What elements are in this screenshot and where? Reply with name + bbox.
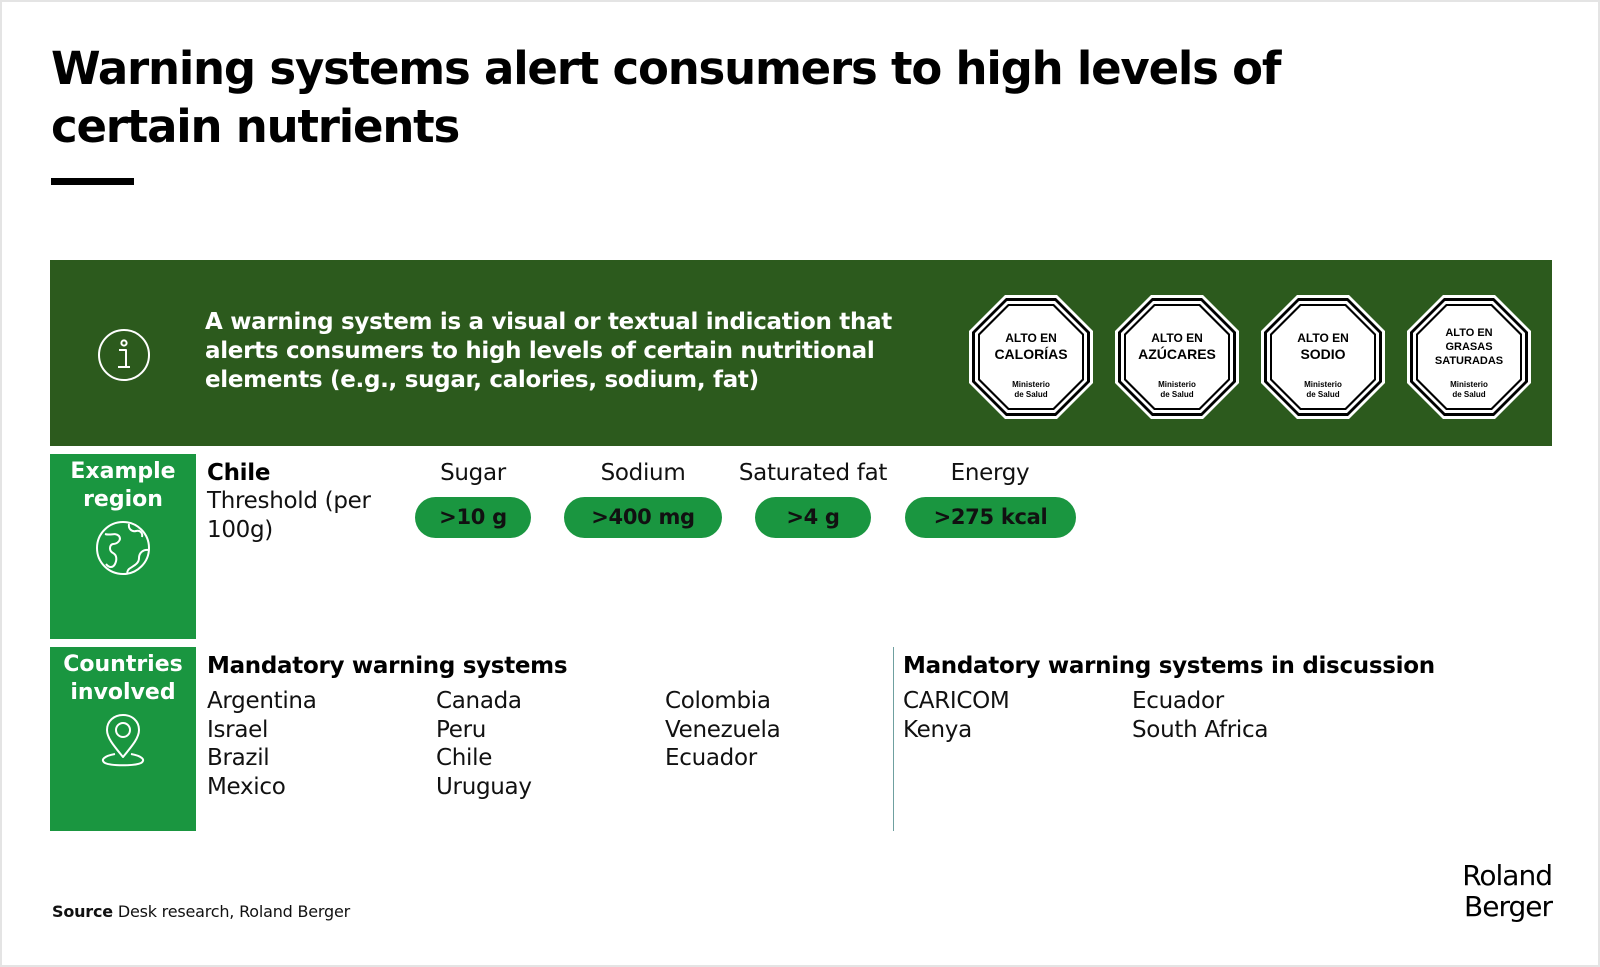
example-country-name: Chile bbox=[207, 460, 271, 486]
country-item: Uruguay bbox=[436, 773, 532, 800]
label-ministry-line-2: de Salud bbox=[1014, 390, 1047, 399]
alto-en-azucares-label-icon: ALTO EN AZÚCARES Ministerio de Salud bbox=[1115, 295, 1239, 419]
country-item: Canada bbox=[436, 688, 522, 714]
label-ministry-line-1: Ministerio bbox=[1012, 380, 1050, 389]
countries-involved-box: Countries involved bbox=[50, 647, 196, 831]
country-item: CARICOM bbox=[903, 688, 1010, 714]
nutrient-name-sodium: Sodium bbox=[600, 460, 686, 486]
nutrient-name-energy: Energy bbox=[950, 460, 1030, 486]
alto-en-grasas-saturadas-label-icon: ALTO EN GRASAS SATURADAS Ministerio de S… bbox=[1407, 295, 1531, 419]
source-label: Source bbox=[52, 902, 113, 921]
source-note: Source Desk research, Roland Berger bbox=[52, 902, 350, 921]
mandatory-countries-column-3: Colombia Venezuela Ecuador bbox=[665, 687, 781, 773]
mandatory-countries-column-2: Canada Peru Chile Uruguay bbox=[436, 687, 532, 801]
label-line-2: CALORÍAS bbox=[994, 346, 1067, 362]
title-underline bbox=[51, 178, 134, 185]
countries-involved-label: Countries involved bbox=[63, 652, 183, 705]
country-item: Venezuela bbox=[665, 716, 781, 743]
nutrient-name-sugar: Sugar bbox=[440, 460, 506, 486]
discussion-countries-column-2: Ecuador South Africa bbox=[1132, 687, 1268, 744]
country-item: Ecuador bbox=[665, 745, 757, 771]
country-item: Kenya bbox=[903, 716, 972, 743]
discussion-countries-column-1: CARICOM Kenya bbox=[903, 687, 1010, 744]
example-region-label: Example region bbox=[70, 459, 176, 512]
nutrient-name-saturated-fat: Saturated fat bbox=[738, 460, 888, 486]
mandatory-systems-heading: Mandatory warning systems bbox=[207, 653, 568, 679]
logo-line-2: Berger bbox=[1464, 890, 1553, 923]
globe-icon bbox=[96, 521, 150, 575]
label-line-2: AZÚCARES bbox=[1138, 345, 1216, 362]
country-item: Peru bbox=[436, 716, 487, 743]
label-line-1: ALTO EN bbox=[1005, 331, 1057, 345]
label-ministry-line-2: de Salud bbox=[1306, 390, 1339, 399]
threshold-label: Threshold (per 100g) bbox=[207, 488, 371, 543]
label-ministry-line-2: de Salud bbox=[1452, 390, 1485, 399]
country-item: Colombia bbox=[665, 688, 771, 714]
country-item: South Africa bbox=[1132, 716, 1269, 743]
label-line-1: ALTO EN bbox=[1445, 327, 1492, 339]
label-line-2: GRASAS bbox=[1445, 341, 1492, 353]
country-item: Chile bbox=[436, 745, 493, 771]
in-discussion-heading: Mandatory warning systems in discussion bbox=[903, 653, 1435, 679]
threshold-pill-sugar: >10 g bbox=[415, 497, 531, 538]
country-item: Israel bbox=[207, 716, 269, 743]
column-divider bbox=[893, 647, 894, 831]
label-ministry-line-2: de Salud bbox=[1160, 390, 1193, 399]
label-ministry-line-1: Ministerio bbox=[1450, 380, 1488, 389]
country-item: Argentina bbox=[207, 688, 317, 714]
threshold-pill-saturated-fat: >4 g bbox=[755, 497, 871, 538]
label-line-1: ALTO EN bbox=[1151, 331, 1203, 345]
info-icon bbox=[98, 329, 150, 381]
country-item: Brazil bbox=[207, 745, 270, 771]
mandatory-countries-column-1: Argentina Israel Brazil Mexico bbox=[207, 687, 317, 801]
country-item: Ecuador bbox=[1132, 688, 1224, 714]
location-pin-icon bbox=[101, 714, 145, 767]
label-line-3: SATURADAS bbox=[1435, 355, 1503, 367]
country-item: Mexico bbox=[207, 773, 286, 800]
threshold-pill-energy: >275 kcal bbox=[905, 497, 1076, 538]
example-region-box: Example region bbox=[50, 454, 196, 639]
alto-en-calorias-label-icon: ALTO EN CALORÍAS Ministerio de Salud bbox=[969, 295, 1093, 419]
threshold-pill-sodium: >400 mg bbox=[564, 497, 722, 538]
roland-berger-logo: Roland Berger bbox=[1422, 859, 1553, 923]
alto-en-sodio-label-icon: ALTO EN SODIO Ministerio de Salud bbox=[1261, 295, 1385, 419]
logo-line-1: Roland bbox=[1462, 859, 1553, 892]
label-line-2: SODIO bbox=[1300, 346, 1345, 362]
warning-system-definition: A warning system is a visual or textual … bbox=[205, 309, 892, 393]
label-ministry-line-1: Ministerio bbox=[1158, 380, 1196, 389]
label-line-1: ALTO EN bbox=[1297, 331, 1349, 345]
page-title: Warning systems alert consumers to high … bbox=[51, 42, 1281, 153]
label-ministry-line-1: Ministerio bbox=[1304, 380, 1342, 389]
source-text: Desk research, Roland Berger bbox=[117, 902, 350, 921]
